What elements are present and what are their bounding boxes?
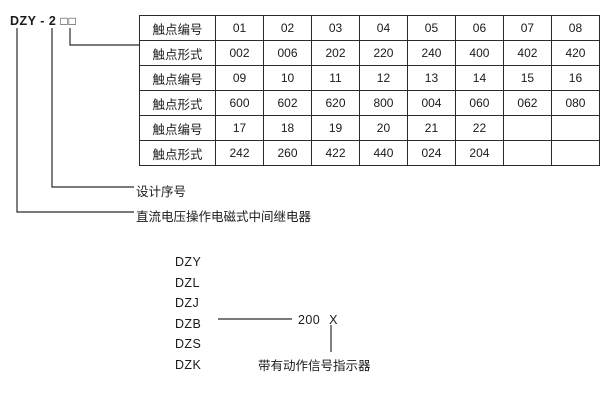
table-cell: 600 — [215, 90, 265, 116]
series-number: 200 — [298, 313, 321, 327]
model-code: DZY - 2 □□ — [10, 14, 77, 28]
table-cell: 13 — [406, 65, 456, 91]
table-cell: 18 — [263, 115, 312, 141]
table-cell: 20 — [358, 115, 408, 141]
table-cell: 006 — [263, 40, 312, 66]
table-cell: 240 — [406, 40, 456, 66]
list-item: DZJ — [175, 296, 200, 310]
row-header: 触点编号 — [138, 65, 217, 91]
table-cell: 09 — [215, 65, 265, 91]
table-cell: 10 — [263, 65, 312, 91]
table-cell: 220 — [358, 40, 408, 66]
table-cell: 002 — [215, 40, 265, 66]
table-cell: 07 — [502, 15, 552, 41]
leader-line-contact — [69, 28, 139, 46]
table-cell: 02 — [263, 15, 312, 41]
table-cell — [550, 115, 600, 141]
table-cell: 004 — [406, 90, 456, 116]
table-cell: 060 — [454, 90, 504, 116]
table-cell: 12 — [358, 65, 408, 91]
table-cell: 422 — [311, 140, 360, 166]
table-cell: 402 — [502, 40, 552, 66]
table-cell: 062 — [502, 90, 552, 116]
row-header: 触点编号 — [138, 115, 217, 141]
list-item: DZY — [175, 255, 202, 269]
variant-mark: X — [329, 313, 338, 327]
table-row: 触点编号 09 10 11 12 13 14 15 16 — [138, 65, 600, 91]
table-cell: 04 — [358, 15, 408, 41]
table-cell: 08 — [550, 15, 600, 41]
label-design-number: 设计序号 — [136, 185, 187, 199]
list-item: DZS — [175, 337, 202, 351]
table-row: 触点编号 17 18 19 20 21 22 — [138, 115, 600, 141]
table-cell: 17 — [215, 115, 265, 141]
table-cell: 242 — [215, 140, 265, 166]
list-item: DZL — [175, 275, 200, 290]
list-item: DZK — [175, 357, 202, 372]
contact-table-body: 触点编号 01 02 03 04 05 06 07 08 触点形式 002 00… — [138, 15, 600, 166]
table-cell: 19 — [311, 115, 360, 141]
table-cell: 21 — [406, 115, 456, 141]
table-row: 触点形式 002 006 202 220 240 400 402 420 — [138, 40, 600, 66]
model-code-placeholders: □□ — [60, 14, 77, 28]
table-cell: 05 — [406, 15, 456, 41]
table-row: 触点编号 01 02 03 04 05 06 07 08 — [138, 15, 600, 41]
table-cell: 03 — [311, 15, 360, 41]
leader-line-design — [51, 28, 134, 188]
row-header: 触点形式 — [138, 90, 217, 116]
series-number-group: 200 X — [298, 313, 338, 327]
table-cell: 080 — [550, 90, 600, 116]
table-cell — [550, 140, 600, 166]
table-cell: 620 — [311, 90, 360, 116]
table-cell: 16 — [550, 65, 600, 91]
table-cell: 602 — [263, 90, 312, 116]
table-cell: 420 — [550, 40, 600, 66]
row-header: 触点形式 — [138, 40, 217, 66]
table-cell: 06 — [454, 15, 504, 41]
label-variant-description: 带有动作信号指示器 — [258, 359, 371, 373]
leader-line-relay — [16, 28, 134, 213]
table-row: 触点形式 242 260 422 440 024 204 — [138, 140, 600, 166]
table-cell: 260 — [263, 140, 312, 166]
table-cell: 400 — [454, 40, 504, 66]
table-cell: 800 — [358, 90, 408, 116]
table-cell: 024 — [406, 140, 456, 166]
table-cell — [502, 115, 552, 141]
contact-table: 触点编号 01 02 03 04 05 06 07 08 触点形式 002 00… — [138, 15, 600, 166]
table-cell: 440 — [358, 140, 408, 166]
table-cell: 15 — [502, 65, 552, 91]
model-code-prefix: DZY - 2 — [10, 14, 57, 28]
series-list: DZY DZL DZJ DZB DZS DZK — [175, 252, 201, 375]
table-row: 触点形式 600 602 620 800 004 060 062 080 — [138, 90, 600, 116]
list-item: DZB — [175, 316, 202, 331]
row-header: 触点形式 — [138, 140, 217, 166]
table-cell: 202 — [311, 40, 360, 66]
table-cell: 11 — [311, 65, 360, 91]
table-cell: 22 — [454, 115, 504, 141]
row-header: 触点编号 — [138, 15, 217, 41]
table-cell: 14 — [454, 65, 504, 91]
table-cell — [502, 140, 552, 166]
table-cell: 204 — [454, 140, 504, 166]
label-relay-description: 直流电压操作电磁式中间继电器 — [136, 210, 312, 224]
table-cell: 01 — [215, 15, 265, 41]
